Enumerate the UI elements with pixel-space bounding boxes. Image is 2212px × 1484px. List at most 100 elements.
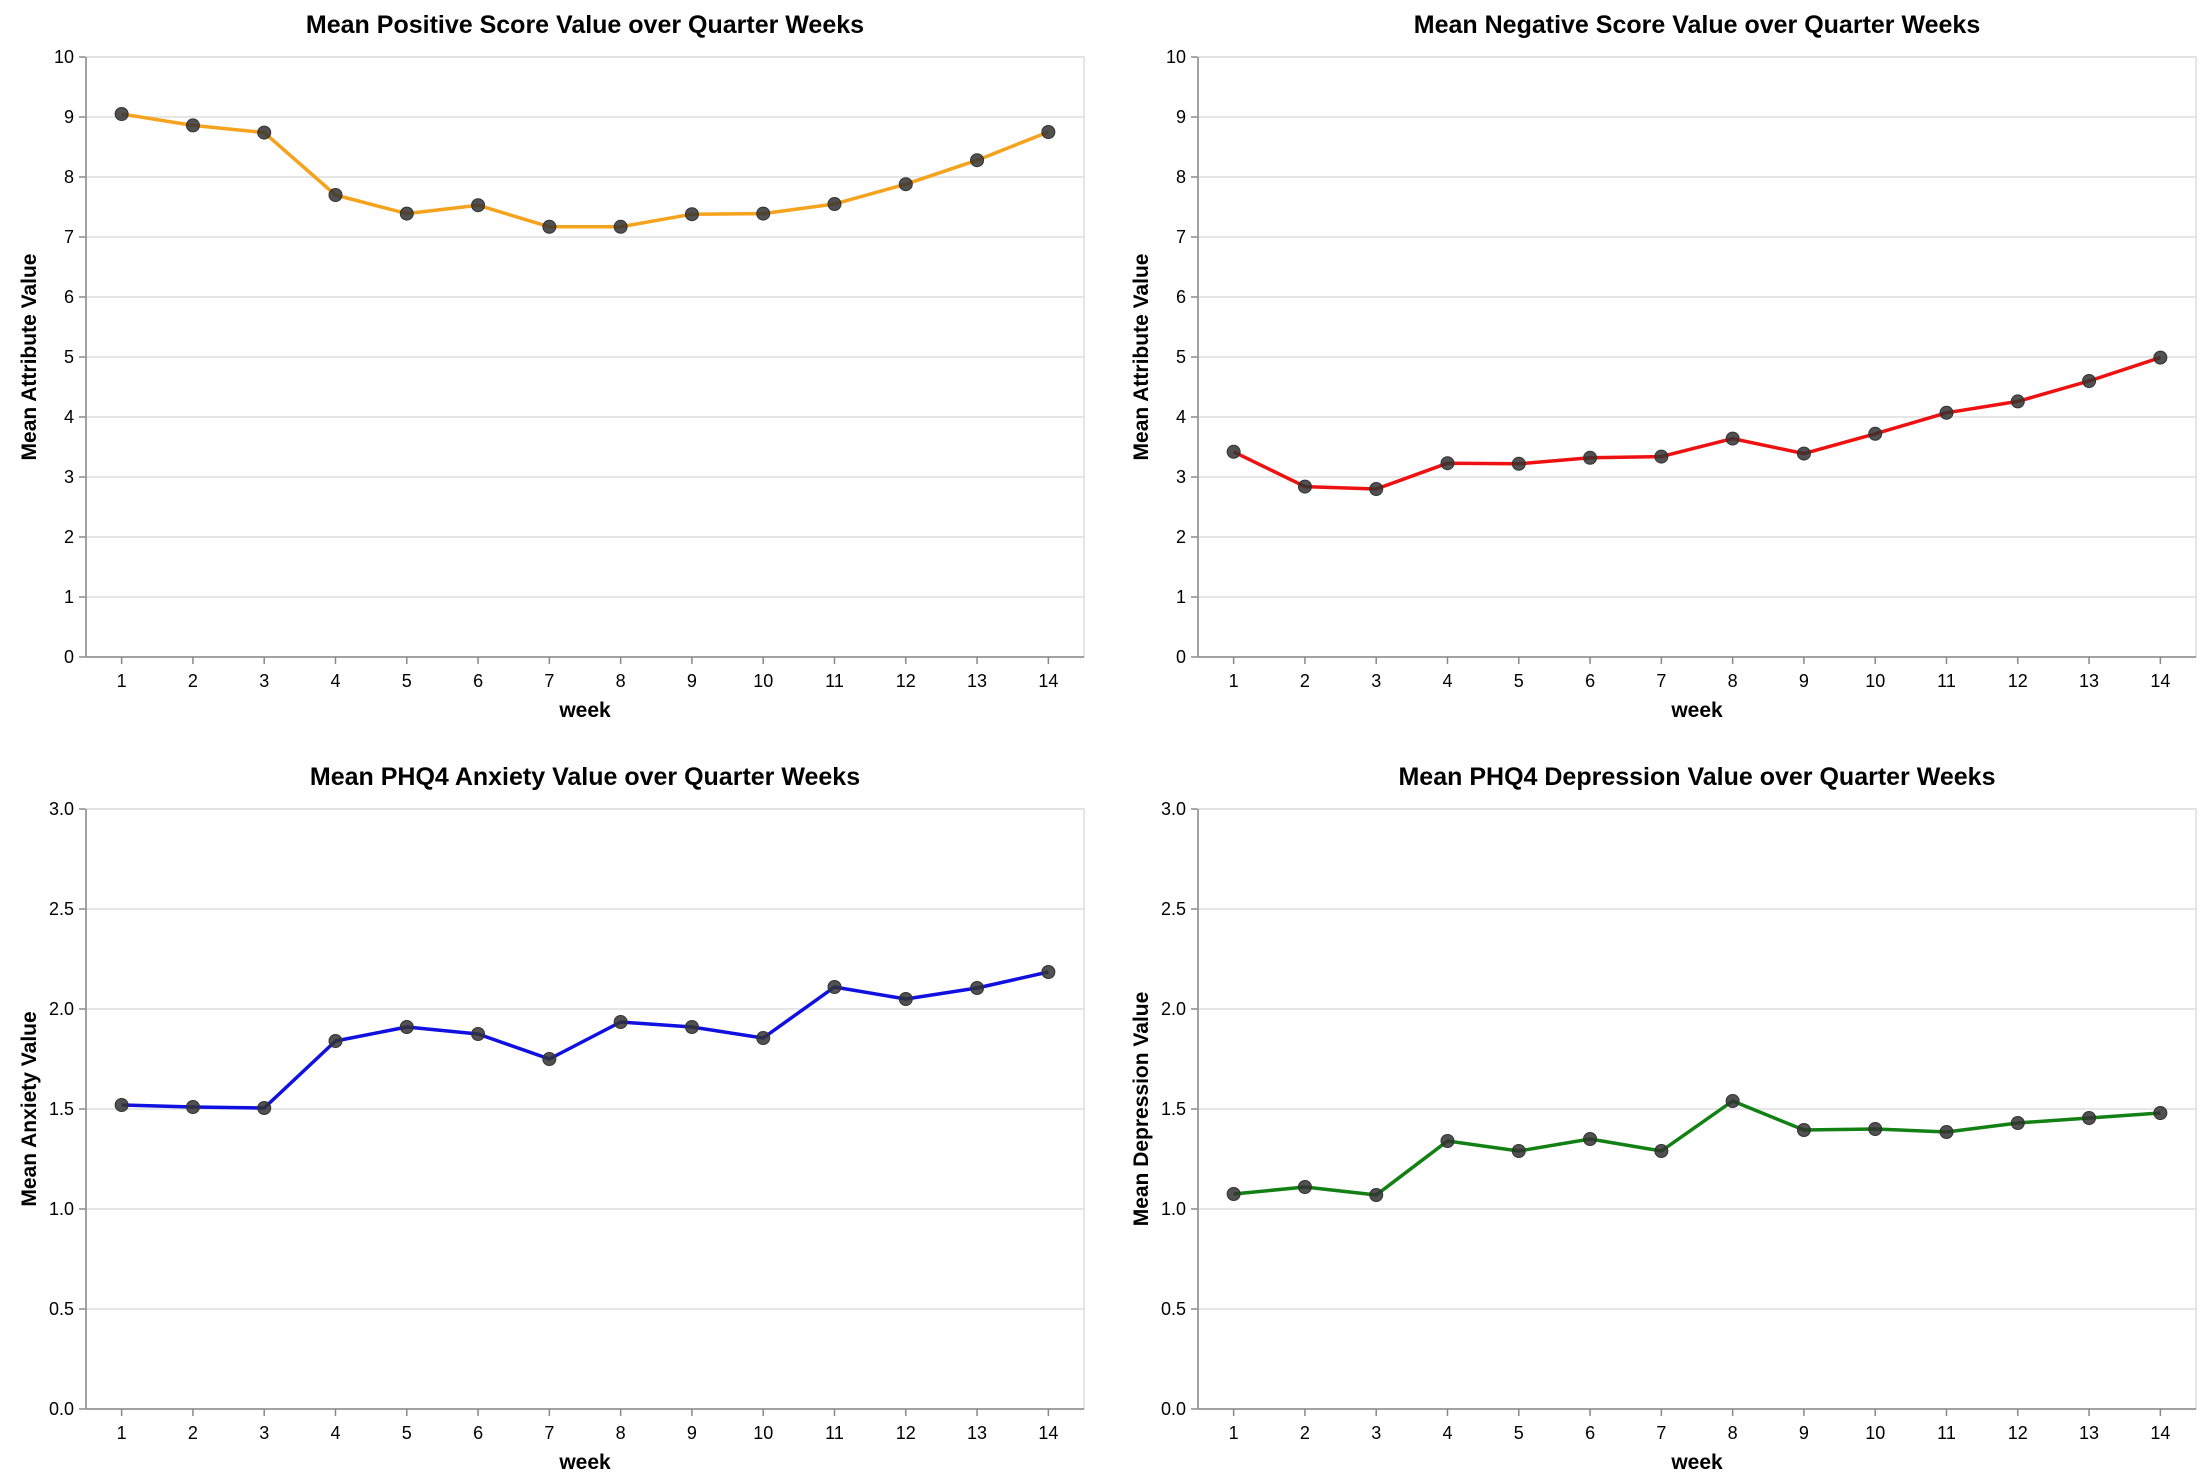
- x-tick-label: 6: [1585, 1423, 1595, 1443]
- data-point-anxiety[interactable]: [114, 1098, 129, 1112]
- data-point-depression[interactable]: [1939, 1125, 1954, 1139]
- x-tick-label: 3: [259, 671, 269, 691]
- data-point-anxiety[interactable]: [827, 980, 842, 994]
- data-point-negative[interactable]: [2153, 350, 2168, 365]
- y-tick-label: 0.0: [1161, 1399, 1186, 1419]
- y-tick-label: 0: [1176, 647, 1186, 667]
- y-tick-label: 0.0: [49, 1399, 74, 1419]
- y-tick-label: 7: [64, 227, 74, 247]
- x-tick-label: 13: [967, 671, 987, 691]
- series-line-depression: [1233, 1099, 2161, 1197]
- data-point-depression[interactable]: [1369, 1188, 1384, 1202]
- data-point-depression[interactable]: [1725, 1094, 1740, 1108]
- x-axis-title: week: [1670, 699, 1723, 722]
- x-tick-label: 4: [1442, 1423, 1452, 1443]
- data-point-positive[interactable]: [185, 118, 200, 133]
- x-tick-label: 8: [616, 671, 626, 691]
- data-point-negative[interactable]: [1725, 431, 1740, 446]
- series-line-anxiety: [121, 970, 1049, 1110]
- x-tick-label: 6: [473, 671, 483, 691]
- data-point-positive[interactable]: [613, 219, 628, 234]
- x-tick-label: 13: [2079, 671, 2099, 691]
- data-point-depression[interactable]: [2010, 1116, 2025, 1130]
- x-tick-label: 5: [1514, 1423, 1524, 1443]
- x-tick-label: 12: [2008, 671, 2028, 691]
- data-point-negative[interactable]: [2082, 374, 2097, 388]
- data-point-depression[interactable]: [1654, 1144, 1669, 1158]
- data-point-depression[interactable]: [1796, 1123, 1811, 1137]
- chart-panel-anxiety: Mean PHQ4 Anxiety Value over Quarter Wee…: [18, 763, 1085, 1474]
- data-point-depression[interactable]: [1868, 1122, 1883, 1136]
- data-point-negative[interactable]: [1796, 446, 1811, 461]
- data-point-depression[interactable]: [1511, 1144, 1526, 1158]
- x-tick-label: 3: [259, 1423, 269, 1443]
- data-point-anxiety[interactable]: [756, 1031, 771, 1045]
- data-point-anxiety[interactable]: [399, 1020, 414, 1034]
- data-point-anxiety[interactable]: [328, 1034, 343, 1048]
- data-point-positive[interactable]: [756, 206, 771, 221]
- data-point-negative[interactable]: [1511, 456, 1526, 471]
- data-point-positive[interactable]: [970, 153, 985, 168]
- y-tick-label: 3.0: [1161, 799, 1186, 819]
- data-point-positive[interactable]: [471, 198, 486, 213]
- data-point-anxiety[interactable]: [257, 1101, 272, 1115]
- x-tick-label: 8: [616, 1423, 626, 1443]
- y-tick-label: 8: [1176, 167, 1186, 187]
- data-point-negative[interactable]: [1297, 479, 1312, 494]
- data-point-positive[interactable]: [684, 207, 699, 222]
- data-point-depression[interactable]: [1297, 1180, 1312, 1194]
- data-point-anxiety[interactable]: [684, 1020, 699, 1034]
- x-tick-label: 10: [1865, 671, 1885, 691]
- data-point-negative[interactable]: [1939, 405, 1954, 420]
- series-line-positive: [121, 112, 1050, 229]
- x-tick-label: 1: [1229, 671, 1239, 691]
- series-line-negative: [1232, 355, 2161, 491]
- x-tick-label: 1: [117, 1423, 127, 1443]
- y-axis-title: Mean Depression Value: [1130, 992, 1153, 1227]
- data-point-positive[interactable]: [399, 206, 414, 221]
- data-point-positive[interactable]: [328, 188, 343, 202]
- data-point-positive[interactable]: [1041, 125, 1056, 139]
- data-point-negative[interactable]: [1226, 444, 1241, 459]
- x-tick-label: 10: [753, 1423, 773, 1443]
- data-point-negative[interactable]: [1440, 456, 1455, 471]
- data-point-positive[interactable]: [542, 219, 557, 234]
- x-tick-label: 12: [2008, 1423, 2028, 1443]
- x-tick-label: 2: [188, 1423, 198, 1443]
- y-tick-label: 2.5: [1161, 899, 1186, 919]
- y-tick-label: 3: [64, 467, 74, 487]
- data-point-anxiety[interactable]: [970, 981, 985, 995]
- data-point-positive[interactable]: [257, 125, 272, 140]
- data-point-negative[interactable]: [1583, 450, 1598, 465]
- data-point-depression[interactable]: [2082, 1111, 2097, 1125]
- x-tick-label: 5: [402, 1423, 412, 1443]
- chart-title-positive: Mean Positive Score Value over Quarter W…: [306, 11, 864, 39]
- data-point-positive[interactable]: [114, 107, 129, 121]
- data-point-depression[interactable]: [2153, 1106, 2168, 1120]
- data-point-depression[interactable]: [1583, 1132, 1598, 1146]
- y-tick-label: 1: [1176, 587, 1186, 607]
- x-tick-label: 9: [1799, 671, 1809, 691]
- y-tick-label: 5: [64, 347, 74, 367]
- data-point-negative[interactable]: [1654, 449, 1669, 464]
- x-tick-label: 13: [2079, 1423, 2099, 1443]
- y-tick-label: 4: [1176, 407, 1186, 427]
- x-tick-label: 10: [1865, 1423, 1885, 1443]
- data-point-anxiety[interactable]: [898, 992, 913, 1006]
- data-point-anxiety[interactable]: [185, 1100, 200, 1114]
- data-point-negative[interactable]: [1369, 482, 1384, 496]
- y-axis-title: Mean Anxiety Value: [18, 1011, 41, 1206]
- data-point-negative[interactable]: [2010, 394, 2025, 409]
- x-tick-label: 7: [544, 1423, 554, 1443]
- data-point-anxiety[interactable]: [613, 1015, 628, 1029]
- data-point-depression[interactable]: [1226, 1187, 1241, 1201]
- x-tick-label: 14: [1038, 1423, 1058, 1443]
- data-point-positive[interactable]: [827, 197, 842, 211]
- data-point-anxiety[interactable]: [542, 1052, 557, 1066]
- y-tick-label: 10: [1166, 47, 1186, 67]
- data-point-anxiety[interactable]: [471, 1027, 486, 1041]
- data-point-positive[interactable]: [898, 177, 913, 192]
- data-point-anxiety[interactable]: [1041, 965, 1056, 979]
- data-point-depression[interactable]: [1440, 1134, 1455, 1148]
- data-point-negative[interactable]: [1868, 426, 1883, 441]
